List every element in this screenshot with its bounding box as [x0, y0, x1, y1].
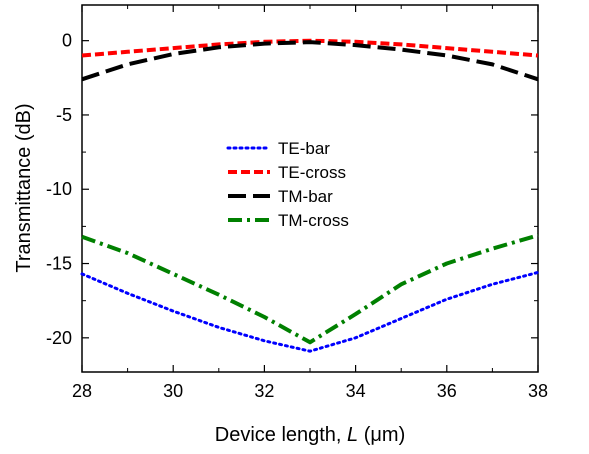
- x-tick-label: 30: [163, 381, 183, 401]
- y-tick-label: -15: [46, 254, 72, 274]
- y-tick-label: -10: [46, 179, 72, 199]
- legend-label-te-cross: TE-cross: [278, 163, 346, 182]
- legend-label-tm-cross: TM-cross: [278, 211, 349, 230]
- series-line-tm-cross: [81, 233, 539, 345]
- x-axis-title: Device length, L (μm): [215, 424, 405, 446]
- x-tick-label: 32: [254, 381, 274, 401]
- x-axis-title-variable: L: [347, 424, 358, 446]
- legend-label-te-bar: TE-bar: [278, 139, 330, 158]
- x-tick-label: 36: [437, 381, 457, 401]
- y-tick-label: 0: [62, 31, 72, 51]
- legend: TE-bar TE-cross TM-bar TM-cross: [226, 139, 349, 230]
- x-tick-label: 28: [72, 381, 92, 401]
- y-tick-label: -20: [46, 328, 72, 348]
- x-axis-title-unit: (μm): [358, 424, 405, 446]
- y-tick-label: -5: [56, 105, 72, 125]
- y-axis-title: Transmittance (dB): [13, 103, 35, 272]
- legend-label-tm-bar: TM-bar: [278, 187, 333, 206]
- series-line-tm-bar: [81, 40, 539, 82]
- ticks-layer: 28 30 32 34 36 38 0 -5 -10 -15 -20: [46, 5, 548, 401]
- series-line-te-bar: [80, 270, 540, 353]
- x-tick-label: 34: [346, 381, 366, 401]
- series-layer: [80, 38, 540, 353]
- x-axis-title-prefix: Device length,: [215, 424, 347, 446]
- x-tick-label: 38: [528, 381, 548, 401]
